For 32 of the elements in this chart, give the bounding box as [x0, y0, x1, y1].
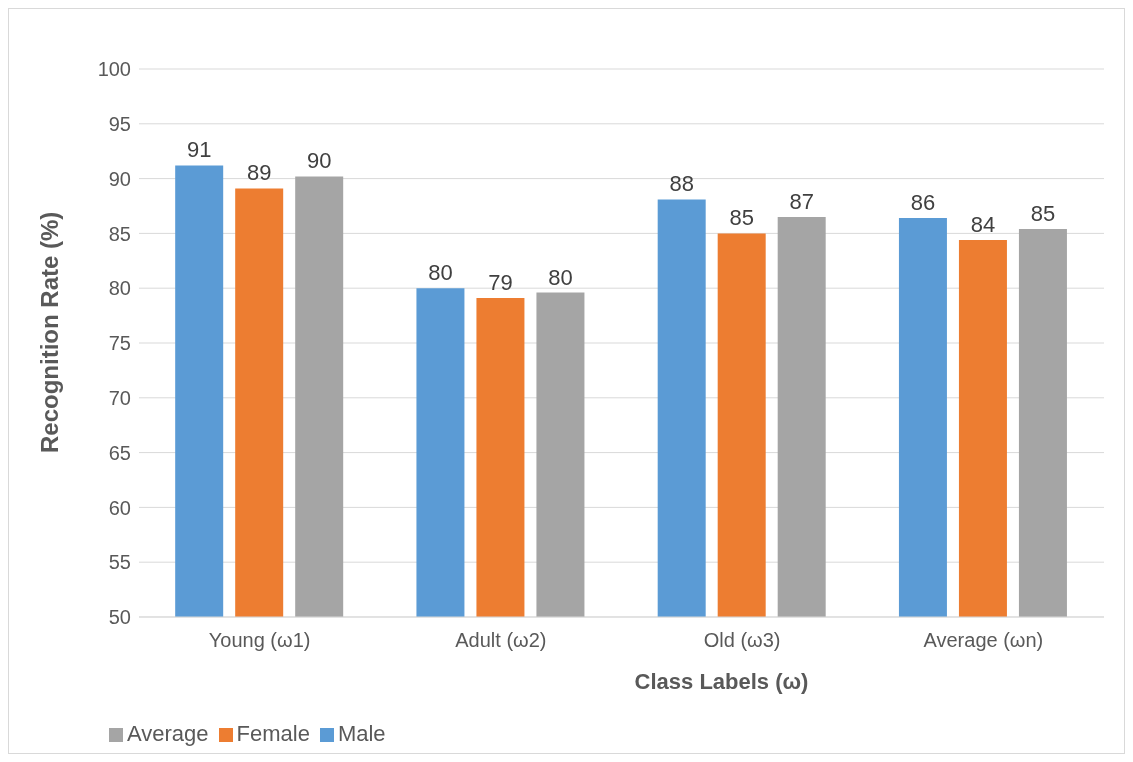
data-label: 80	[548, 264, 573, 290]
y-tick-label: 55	[108, 551, 131, 574]
y-tick-label: 100	[97, 58, 131, 81]
x-tick-label: Adult (ω2)	[455, 629, 547, 652]
data-label: 85	[729, 205, 754, 231]
y-tick-label: 80	[108, 277, 131, 300]
data-label: 91	[186, 137, 212, 163]
data-label: 90	[306, 148, 332, 174]
y-tick-label: 65	[108, 441, 131, 464]
y-tick-label: 90	[108, 167, 131, 190]
data-label: 86	[910, 190, 936, 216]
data-label: 89	[246, 160, 272, 186]
data-label: 85	[1030, 201, 1056, 227]
data-label: 88	[669, 171, 694, 197]
data-label: 84	[970, 211, 996, 237]
data-label: 80	[428, 260, 453, 286]
data-label: 79	[488, 270, 513, 296]
x-tick-label: Average (ωn)	[923, 629, 1044, 652]
y-tick-label: 70	[108, 386, 131, 409]
y-tick-label: 75	[108, 332, 131, 355]
legend-label: Average	[127, 721, 209, 746]
legend-label: Male	[337, 721, 386, 746]
y-axis-title: Recognition Rate (%)	[35, 211, 63, 453]
data-label: 87	[789, 188, 814, 214]
y-tick-label: 50	[108, 606, 131, 629]
y-tick-label: 60	[108, 496, 131, 519]
y-tick-label: 85	[108, 222, 131, 245]
legend-label: Female	[236, 721, 310, 746]
x-axis-title: Class Labels (ω)	[634, 669, 809, 694]
y-tick-label: 95	[108, 112, 131, 135]
x-tick-label: Old (ω3)	[703, 629, 781, 652]
x-tick-label: Young (ω1)	[208, 629, 311, 652]
